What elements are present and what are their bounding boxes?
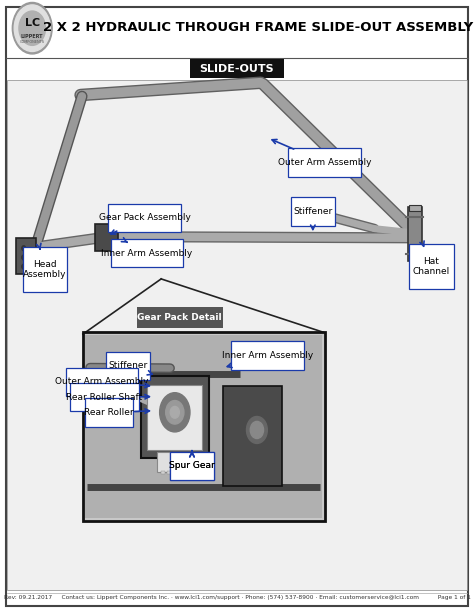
Circle shape xyxy=(22,255,26,260)
Circle shape xyxy=(14,5,50,51)
Circle shape xyxy=(22,246,26,251)
FancyBboxPatch shape xyxy=(179,471,182,474)
FancyBboxPatch shape xyxy=(185,471,189,474)
Text: Head
Assembly: Head Assembly xyxy=(23,260,67,280)
FancyBboxPatch shape xyxy=(6,7,468,606)
FancyBboxPatch shape xyxy=(408,207,422,261)
Text: Rev: 09.21.2017     Contact us: Lippert Components Inc. · www.lci1.com/support ·: Rev: 09.21.2017 Contact us: Lippert Comp… xyxy=(4,595,470,600)
Circle shape xyxy=(160,393,190,432)
Circle shape xyxy=(250,421,264,438)
FancyBboxPatch shape xyxy=(65,368,138,396)
Text: Rear Roller Shaft: Rear Roller Shaft xyxy=(66,393,142,402)
FancyBboxPatch shape xyxy=(23,247,67,292)
FancyBboxPatch shape xyxy=(110,239,183,267)
FancyBboxPatch shape xyxy=(291,197,335,226)
Circle shape xyxy=(19,11,46,45)
FancyBboxPatch shape xyxy=(409,244,454,289)
FancyBboxPatch shape xyxy=(95,224,118,251)
FancyBboxPatch shape xyxy=(170,452,214,480)
Text: Stiffener: Stiffener xyxy=(109,362,147,370)
FancyBboxPatch shape xyxy=(141,376,209,459)
FancyBboxPatch shape xyxy=(147,385,202,450)
FancyBboxPatch shape xyxy=(84,398,134,427)
FancyBboxPatch shape xyxy=(161,471,165,474)
FancyBboxPatch shape xyxy=(108,204,181,232)
Circle shape xyxy=(12,2,52,54)
FancyBboxPatch shape xyxy=(223,386,282,486)
Text: Rear Roller: Rear Roller xyxy=(84,408,134,417)
FancyBboxPatch shape xyxy=(190,59,284,78)
Text: LC: LC xyxy=(25,18,40,28)
Text: Hat
Channel: Hat Channel xyxy=(413,257,450,276)
FancyBboxPatch shape xyxy=(288,148,361,177)
Text: Inner Arm Assembly: Inner Arm Assembly xyxy=(222,351,313,360)
FancyBboxPatch shape xyxy=(167,471,171,474)
FancyBboxPatch shape xyxy=(170,452,214,480)
Circle shape xyxy=(22,264,26,269)
FancyBboxPatch shape xyxy=(173,471,177,474)
FancyBboxPatch shape xyxy=(83,332,325,521)
Text: COMPONENTS: COMPONENTS xyxy=(20,40,45,44)
Text: Outer Arm Assembly: Outer Arm Assembly xyxy=(55,378,149,386)
Circle shape xyxy=(170,406,179,418)
FancyBboxPatch shape xyxy=(231,341,304,370)
FancyBboxPatch shape xyxy=(7,80,467,590)
FancyBboxPatch shape xyxy=(106,352,150,380)
Text: Outer Arm Assembly: Outer Arm Assembly xyxy=(278,158,372,167)
Text: LIPPERT: LIPPERT xyxy=(21,34,44,39)
FancyBboxPatch shape xyxy=(16,238,36,274)
Circle shape xyxy=(246,416,267,443)
FancyBboxPatch shape xyxy=(137,307,222,328)
FancyBboxPatch shape xyxy=(70,383,139,411)
Text: Spur Gear: Spur Gear xyxy=(169,462,215,470)
FancyBboxPatch shape xyxy=(409,205,421,211)
Text: Gear Pack Detail: Gear Pack Detail xyxy=(137,313,222,322)
Text: Stiffener: Stiffener xyxy=(293,207,332,216)
Text: Inner Arm Assembly: Inner Arm Assembly xyxy=(101,249,192,257)
FancyBboxPatch shape xyxy=(85,335,322,518)
Text: Spur Gear: Spur Gear xyxy=(169,462,215,470)
FancyBboxPatch shape xyxy=(157,452,192,472)
Text: Gear Pack Assembly: Gear Pack Assembly xyxy=(99,213,191,222)
Circle shape xyxy=(166,400,184,424)
Text: 2 X 2 HYDRAULIC THROUGH FRAME SLIDE-OUT ASSEMBLY: 2 X 2 HYDRAULIC THROUGH FRAME SLIDE-OUT … xyxy=(43,21,474,34)
Text: SLIDE-OUTS: SLIDE-OUTS xyxy=(200,64,274,74)
